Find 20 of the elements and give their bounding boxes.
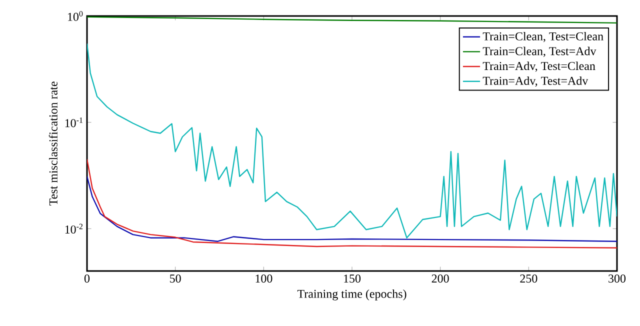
x-axis-title: Training time (epochs) <box>297 289 406 300</box>
x-tick-label: 300 <box>608 274 626 283</box>
legend-label: Train=Clean, Test=Adv <box>482 46 596 57</box>
legend-label: Train=Clean, Test=Clean <box>482 32 604 42</box>
x-tick-label: 250 <box>520 274 538 283</box>
line-series <box>87 16 617 24</box>
y-tick-label: 10$^{0}$ <box>68 11 83 21</box>
legend-label: Train=Adv, Test=Adv <box>482 76 588 87</box>
line-series <box>87 176 617 242</box>
y-axis-title: Test misclassification rate <box>48 82 58 206</box>
y-tick-label: 10$^{-1}$ <box>65 117 82 128</box>
line-series <box>87 158 617 248</box>
x-tick-label: 200 <box>432 274 449 283</box>
x-tick-label: 50 <box>170 274 181 283</box>
line-series <box>87 43 617 238</box>
x-tick-label: 0 <box>84 274 90 283</box>
x-tick-label: 150 <box>344 274 361 283</box>
y-tick-label: 10$^{-2}$ <box>65 224 83 234</box>
legend-label: Train=Adv, Test=Clean <box>482 62 596 72</box>
x-tick-label: 100 <box>256 274 272 283</box>
